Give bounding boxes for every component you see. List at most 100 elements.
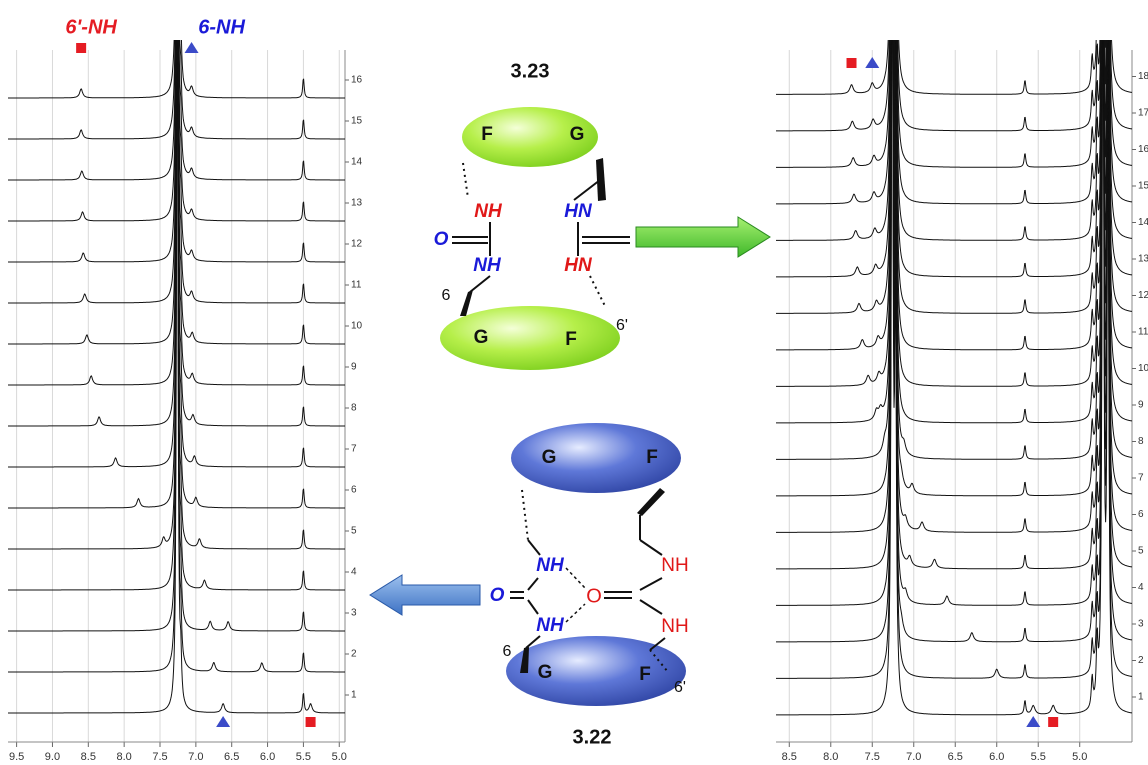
x-tick-label: 7.0 (906, 751, 921, 763)
x-tick-label: 7.5 (865, 751, 880, 763)
x-tick-label: 9.5 (9, 751, 24, 763)
x-tick-label: 6.5 (224, 751, 239, 763)
trace-label: 16 (1138, 144, 1148, 155)
spectrum-trace (8, 40, 345, 509)
x-tick-label: 7.5 (152, 751, 167, 763)
unit (462, 107, 598, 167)
group: NH (536, 555, 565, 576)
spectrum-trace (776, 40, 1132, 132)
group: NH (473, 255, 502, 276)
group: NH (661, 616, 688, 637)
wedge (596, 158, 606, 201)
trace-label: 11 (1138, 327, 1148, 338)
marker-6prime-nh (1048, 717, 1059, 727)
unit (511, 423, 681, 493)
marker-6prime-nh (305, 717, 316, 727)
trace-label: 8 (1138, 436, 1144, 447)
complex-3-22: G F G F NH O NH NH O NH 6 6' 3.22 (490, 423, 689, 748)
x-tick-label: 8.5 (81, 751, 96, 763)
wedge (460, 290, 473, 316)
spectrum-trace (776, 40, 1132, 241)
trace-label: 3 (1138, 619, 1144, 630)
group: NH (661, 555, 688, 576)
unit (440, 306, 620, 370)
trace-label: 7 (351, 444, 357, 455)
x-tick-label: 5.5 (1031, 751, 1046, 763)
spectrum-trace (8, 40, 345, 427)
x-tick-label: 6.0 (989, 751, 1004, 763)
wedge (637, 488, 665, 516)
spectrum-trace (776, 40, 1132, 716)
trace-label: 7 (1138, 473, 1144, 484)
spectrum-trace (776, 40, 1132, 205)
spectrum-trace (776, 40, 1132, 460)
annotation: 6'-NH (65, 16, 117, 38)
x-tick-label: 6.5 (948, 751, 963, 763)
annotation: 6-NH (198, 16, 245, 38)
bonds (452, 162, 630, 307)
marker-6prime-nh (76, 43, 87, 53)
trace-label: 15 (1138, 181, 1148, 192)
traces (8, 40, 345, 714)
x-tick-label: 5.5 (296, 751, 311, 763)
trace-label: 8 (351, 403, 357, 414)
trace-label: 12 (351, 239, 363, 250)
trace-label: 2 (351, 649, 357, 660)
group: HN (564, 201, 593, 222)
trace-label: 5 (1138, 546, 1144, 557)
unit (506, 636, 686, 706)
spectrum-trace (776, 40, 1132, 168)
arrow (369, 574, 481, 616)
trace-label: 3 (351, 608, 357, 619)
trace-label: 9 (1138, 400, 1144, 411)
trace-label: 16 (351, 75, 363, 86)
marker-6-nh (216, 716, 231, 727)
unit-label: G (542, 447, 557, 468)
trace-label: 6 (351, 485, 357, 496)
spectrum-trace (776, 40, 1132, 679)
unit-label: F (565, 329, 577, 350)
x-tick-label: 6.0 (260, 751, 275, 763)
spectrum-trace (776, 40, 1132, 351)
x-tick-label: 7.0 (188, 751, 203, 763)
unit-label: G (538, 662, 553, 683)
group: O (586, 585, 602, 607)
spectrum-trace (776, 40, 1132, 278)
compound-label: 3.23 (511, 60, 550, 82)
unit-label: F (646, 447, 658, 468)
spectrum-trace (776, 40, 1132, 570)
x-tick-label: 5.0 (332, 751, 347, 763)
compound-label: 3.22 (573, 726, 612, 748)
spectrum-trace (8, 40, 345, 345)
marker-6-nh (184, 42, 199, 53)
spectrum-trace (776, 40, 1132, 314)
spectrum-trace (8, 40, 345, 263)
wedge (520, 647, 529, 673)
spectrum-trace (8, 40, 345, 386)
spectrum-trace (776, 40, 1132, 533)
spectrum-trace (8, 40, 345, 140)
spectrum-trace (776, 40, 1132, 95)
locant: 6' (674, 679, 686, 696)
x-tick-label: 8.5 (782, 751, 797, 763)
spectrum-trace (776, 40, 1132, 424)
trace-label: 11 (351, 280, 362, 291)
trace-label: 13 (351, 198, 363, 209)
spectrum-trace (776, 40, 1132, 606)
unit-label: G (570, 124, 585, 145)
marker-6prime-nh (846, 58, 857, 68)
group: NH (474, 201, 503, 222)
x-tick-label: 8.0 (823, 751, 838, 763)
trace-label: 18 (1138, 71, 1148, 82)
spectrum-trace (8, 40, 345, 222)
locant: 6 (503, 643, 512, 660)
spectrum-trace (8, 40, 345, 468)
spectra: 9.5 9.0 8.5 8.0 7.5 7.0 6.5 6.0 5.5 5.01234567891… (8, 16, 1148, 763)
group: HN (564, 255, 593, 276)
spectrum-trace (8, 40, 345, 99)
arrow (635, 216, 771, 258)
x-tick-label: 8.0 (117, 751, 132, 763)
h-bonds (565, 567, 586, 623)
x-tick-label: 9.0 (45, 751, 60, 763)
trace-label: 10 (351, 321, 363, 332)
